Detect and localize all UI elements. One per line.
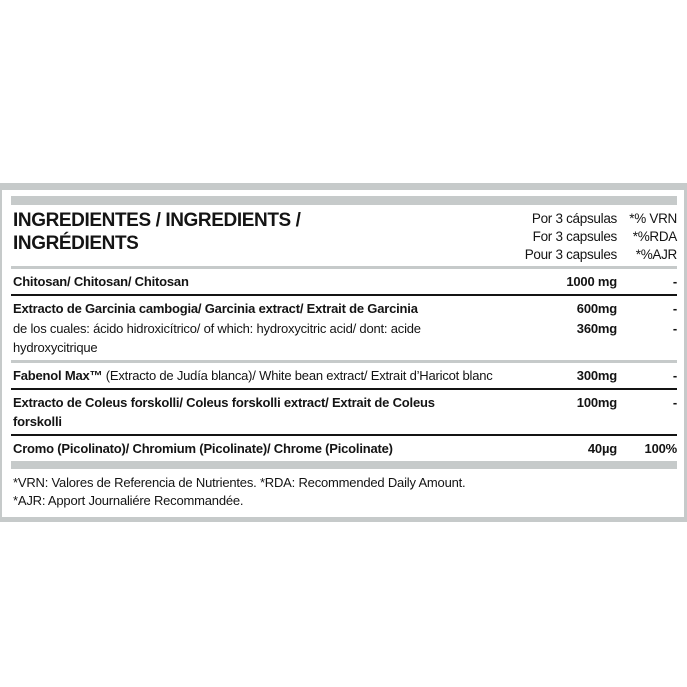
- ingredient-name: Chitosan/ Chitosan/ Chitosan: [13, 274, 189, 289]
- row-divider: [11, 388, 677, 390]
- ingredient-amount: 360mg: [576, 321, 617, 336]
- percent-column-label-es: *% VRN: [629, 211, 677, 226]
- ingredient-percent: 100%: [644, 441, 678, 456]
- row-divider: [11, 294, 677, 296]
- row-divider: [11, 360, 677, 363]
- row-divider: [11, 434, 677, 436]
- label-header: INGREDIENTES / INGREDIENTS / INGRÉDIENTS…: [11, 205, 677, 266]
- header-top-bar: [11, 196, 677, 205]
- serving-size-label-en: For 3 capsules: [532, 229, 618, 244]
- ingredient-amount: 40µg: [587, 441, 617, 456]
- serving-line-en: For 3 capsules *%RDA: [437, 228, 678, 246]
- ingredients-label: INGREDIENTES / INGREDIENTS / INGRÉDIENTS…: [0, 183, 687, 522]
- ingredient-percent: -: [672, 395, 677, 410]
- table-row-coleus-forskolli: Extracto de Coleus forskolli/ Coleus for…: [11, 390, 677, 434]
- table-row-hydroxycitric-acid: de los cuales: ácido hidroxicítrico/ of …: [11, 318, 677, 360]
- ingredient-name: Fabenol Max™ (Extracto de Judía blanca)/…: [13, 366, 532, 385]
- percent-column-label-en: *%RDA: [632, 229, 678, 244]
- ingredient-amount: 300mg: [576, 368, 617, 383]
- serving-size-label-fr: Pour 3 capsules: [524, 247, 618, 262]
- ingredient-name: Extracto de Garcinia cambogia/ Garcinia …: [13, 301, 418, 316]
- ingredient-amount: 600mg: [576, 301, 617, 316]
- footnote-vrn-rda: *VRN: Valores de Referencia de Nutriente…: [13, 475, 466, 490]
- footer-separator-bar: [11, 461, 677, 469]
- serving-line-es: Por 3 cápsulas *% VRN: [437, 210, 677, 228]
- ingredient-percent: -: [672, 301, 677, 316]
- serving-size-label-es: Por 3 cápsulas: [531, 211, 617, 226]
- serving-line-fr: Pour 3 capsules *%AJR: [437, 246, 678, 264]
- table-row-fabenol-max: Fabenol Max™ (Extracto de Judía blanca)/…: [11, 363, 677, 388]
- ingredient-percent: -: [672, 274, 677, 289]
- ingredient-name: Extracto de Coleus forskolli/ Coleus for…: [13, 395, 435, 429]
- table-row-chromium: Cromo (Picolinato)/ Chromium (Picolinate…: [11, 436, 677, 461]
- ingredient-percent: -: [672, 321, 677, 336]
- header-divider: [11, 266, 677, 269]
- ingredient-percent: -: [672, 368, 677, 383]
- footnote-ajr: *AJR: Apport Journaliére Recommandée.: [13, 493, 244, 508]
- serving-columns: Por 3 cápsulas *% VRN For 3 capsules *%R…: [437, 209, 678, 264]
- ingredient-name-detail: (Extracto de Judía blanca)/ White bean e…: [102, 368, 493, 383]
- table-row-chitosan: Chitosan/ Chitosan/ Chitosan 1000 mg -: [11, 269, 677, 294]
- ingredient-amount: 1000 mg: [566, 274, 617, 289]
- percent-column-label-fr: *%AJR: [635, 247, 678, 262]
- ingredient-name: Cromo (Picolinato)/ Chromium (Picolinate…: [13, 441, 393, 456]
- ingredient-name: de los cuales: ácido hidroxicítrico/ of …: [13, 321, 421, 355]
- ingredient-brand-name: Fabenol Max™: [13, 368, 103, 383]
- label-title: INGREDIENTES / INGREDIENTS / INGRÉDIENTS: [13, 210, 301, 254]
- ingredient-amount: 100mg: [576, 395, 617, 410]
- table-row-garcinia: Extracto de Garcinia cambogia/ Garcinia …: [11, 296, 677, 318]
- footnotes: *VRN: Valores de Referencia de Nutriente…: [11, 469, 677, 517]
